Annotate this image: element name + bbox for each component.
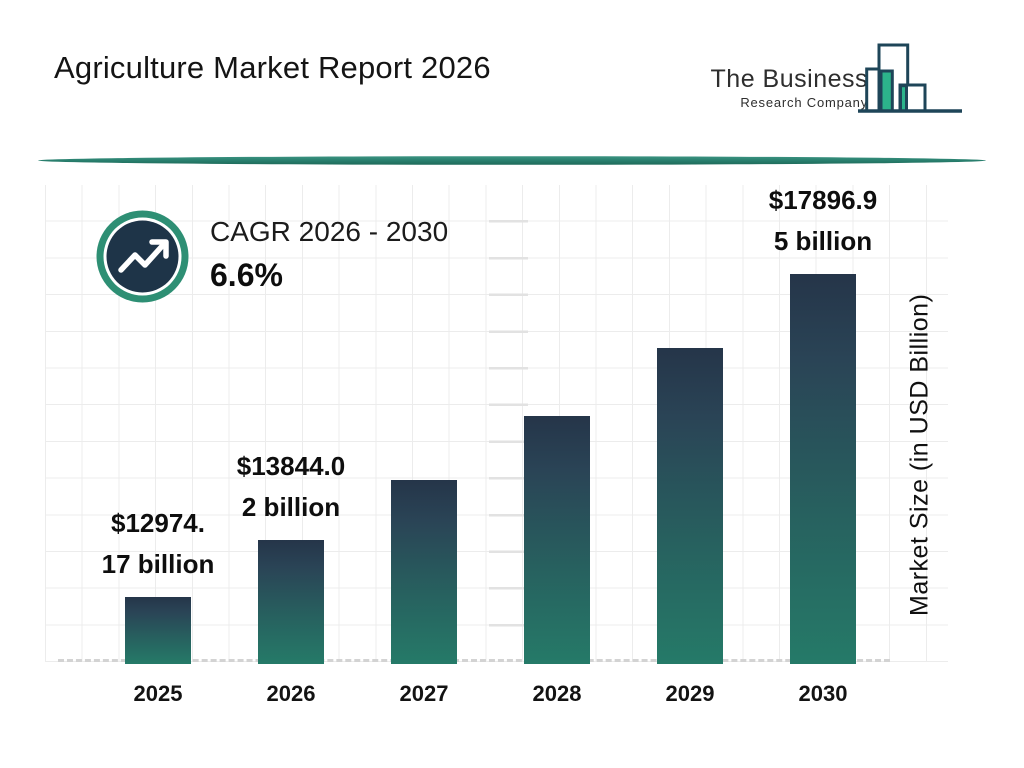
bar-2025 [125, 597, 191, 664]
bar-2028 [524, 416, 590, 664]
bar-2029 [657, 348, 723, 664]
cagr-badge [96, 210, 189, 303]
bar-2027 [391, 480, 457, 664]
x-tick-label-2028: 2028 [532, 681, 582, 706]
bar-value-label-2030: $17896.9 5 billion [768, 185, 878, 256]
trending-up-icon [118, 239, 169, 273]
bar-value-label-2025: $12974. 17 billion [101, 508, 215, 579]
cagr-value: 6.6% [210, 257, 283, 293]
axis-minor-ticks [489, 186, 528, 636]
x-tick-label-2026: 2026 [266, 681, 316, 706]
logo-name: The Business [710, 65, 868, 93]
bar-value-label-2026: $13844.0 2 billion [236, 451, 346, 522]
x-axis-baseline [58, 659, 890, 662]
x-tick-label-2029: 2029 [665, 681, 715, 706]
cagr-label: CAGR 2026 - 2030 [210, 216, 449, 247]
page-title: Agriculture Market Report 2026 [54, 50, 491, 85]
y-axis-title: Market Size (in USD Billion) [905, 293, 934, 617]
logo-subname: Research Company [740, 94, 868, 110]
bar-2026 [258, 540, 324, 664]
section-divider [38, 156, 986, 165]
x-tick-label-2027: 2027 [399, 681, 449, 706]
logo-bar-chart-icon [858, 43, 962, 113]
bar-2030 [790, 274, 856, 664]
company-logo: The Business Research Company [640, 65, 868, 110]
x-tick-label-2025: 2025 [133, 681, 183, 706]
x-tick-label-2030: 2030 [798, 681, 848, 706]
